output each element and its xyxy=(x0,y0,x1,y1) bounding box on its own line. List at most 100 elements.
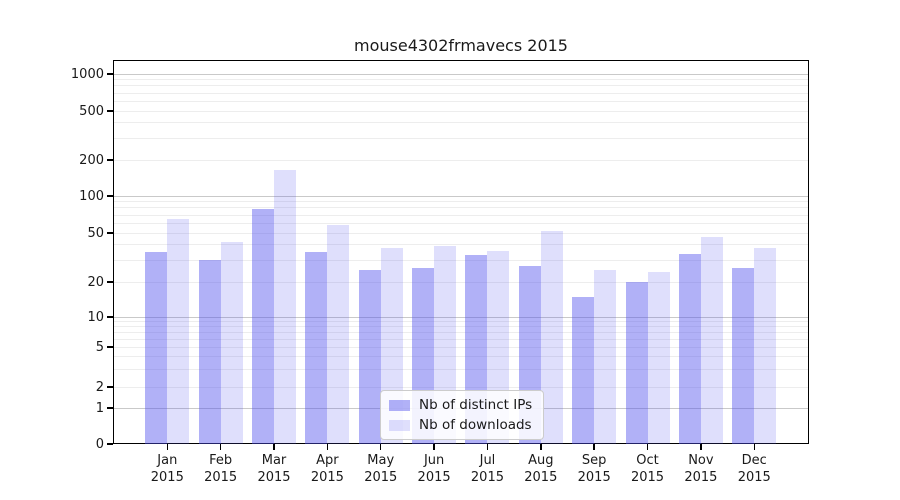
legend-item-downloads: Nb of downloads xyxy=(389,417,532,433)
x-tick-year: 2015 xyxy=(737,470,771,485)
x-tick-month: May xyxy=(367,453,395,468)
bar-distinct-ips-dec xyxy=(732,267,755,444)
x-tick-mark xyxy=(273,444,275,450)
gridline-minor xyxy=(114,137,808,139)
x-tick-year: 2015 xyxy=(684,470,718,485)
x-tick-month: Apr xyxy=(316,453,339,468)
bar-downloads-aug xyxy=(540,230,563,444)
y-tick-label: 2 xyxy=(95,379,104,395)
x-tick-label: Mar 2015 xyxy=(244,452,304,486)
gridline-minor xyxy=(114,259,808,261)
gridline-minor xyxy=(114,207,808,209)
x-tick-year: 2015 xyxy=(470,470,504,485)
x-tick-year: 2015 xyxy=(310,470,344,485)
legend-item-distinct-ips: Nb of distinct IPs xyxy=(389,397,532,413)
y-tick-label: 500 xyxy=(79,103,104,119)
gridline-major xyxy=(114,73,808,75)
x-tick-mark xyxy=(753,444,755,450)
x-tick-mark xyxy=(219,444,222,450)
y-tick-mark xyxy=(107,232,113,234)
bar-distinct-ips-oct xyxy=(625,282,648,444)
y-tick-label: 0 xyxy=(95,436,104,452)
gridline-minor xyxy=(114,338,808,340)
x-tick-mark xyxy=(486,444,489,450)
y-tick-mark xyxy=(107,195,113,197)
bar-distinct-ips-feb xyxy=(198,260,221,444)
x-tick-month: Dec xyxy=(741,453,767,468)
x-tick-label: Jul 2015 xyxy=(457,452,517,486)
x-tick-label: Sep 2015 xyxy=(564,452,624,486)
x-tick-label: Nov 2015 xyxy=(671,452,731,486)
gridline-minor xyxy=(114,281,808,283)
bar-distinct-ips-nov xyxy=(678,253,701,444)
x-tick-mark xyxy=(166,444,169,450)
bar-downloads-feb xyxy=(220,242,243,444)
x-tick-month: Nov xyxy=(688,453,714,468)
y-tick-mark xyxy=(107,73,113,75)
gridline-minor xyxy=(114,100,808,102)
bar-downloads-oct xyxy=(647,272,670,444)
x-tick-label: Oct 2015 xyxy=(618,452,678,486)
x-tick-label: May 2015 xyxy=(351,452,411,486)
y-tick-mark xyxy=(107,159,113,161)
gridline-minor xyxy=(114,79,808,81)
y-tick-mark xyxy=(107,316,113,318)
bar-downloads-sep xyxy=(594,270,617,444)
legend-label-distinct-ips: Nb of distinct IPs xyxy=(419,397,533,413)
gridline-minor xyxy=(114,244,808,246)
bar-downloads-nov xyxy=(700,237,723,444)
bar-downloads-apr xyxy=(327,225,350,444)
gridline-minor xyxy=(114,331,808,333)
bar-distinct-ips-jan xyxy=(145,252,168,444)
bar-downloads-mar xyxy=(274,169,297,444)
gridline-major xyxy=(114,316,808,318)
x-tick-label: Dec 2015 xyxy=(724,452,784,486)
y-tick-label: 1000 xyxy=(70,66,104,82)
y-tick-label: 200 xyxy=(79,152,104,168)
gridline-minor xyxy=(114,232,808,234)
x-tick-year: 2015 xyxy=(150,470,184,485)
x-tick-month: Feb xyxy=(209,453,233,468)
legend-swatch-distinct-ips xyxy=(389,399,410,411)
x-tick-year: 2015 xyxy=(204,470,238,485)
gridline-minor xyxy=(114,214,808,216)
x-tick-month: Jun xyxy=(423,453,445,468)
y-tick-mark xyxy=(107,386,113,388)
x-tick-month: Sep xyxy=(581,453,607,468)
x-tick-month: Mar xyxy=(261,453,287,468)
y-tick-label: 20 xyxy=(87,274,104,290)
y-tick-label: 10 xyxy=(87,309,104,325)
x-tick-year: 2015 xyxy=(524,470,558,485)
x-tick-mark xyxy=(700,444,702,450)
y-tick-mark xyxy=(107,110,113,112)
y-tick-mark xyxy=(107,346,113,348)
gridline-minor xyxy=(114,201,808,203)
gridline-minor xyxy=(114,85,808,87)
x-tick-year: 2015 xyxy=(630,470,665,485)
y-tick-mark xyxy=(107,407,113,409)
y-tick-label: 100 xyxy=(79,188,104,204)
x-tick-month: Oct xyxy=(636,453,659,468)
gridline-minor xyxy=(114,321,808,323)
x-tick-month: Aug xyxy=(528,453,554,468)
bar-distinct-ips-sep xyxy=(572,296,595,444)
legend-label-downloads: Nb of downloads xyxy=(419,417,532,433)
x-tick-month: Jul xyxy=(479,453,496,468)
x-tick-mark xyxy=(646,444,649,450)
bar-distinct-ips-apr xyxy=(305,252,328,444)
bar-distinct-ips-mar xyxy=(252,208,275,444)
x-tick-label: Jun 2015 xyxy=(404,452,464,486)
chart-title: mouse4302frmavecs 2015 xyxy=(354,36,568,55)
x-tick-mark xyxy=(433,444,435,450)
y-tick-mark xyxy=(107,281,113,283)
bar-downloads-dec xyxy=(754,247,777,444)
x-tick-label: Feb 2015 xyxy=(191,452,251,486)
gridline-minor xyxy=(114,386,808,388)
x-tick-year: 2015 xyxy=(364,470,398,485)
x-tick-label: Aug 2015 xyxy=(511,452,571,486)
gridline-minor xyxy=(114,122,808,124)
bar-distinct-ips-may xyxy=(358,270,381,444)
x-tick-month: Jan xyxy=(157,453,178,468)
gridline-minor xyxy=(114,92,808,94)
